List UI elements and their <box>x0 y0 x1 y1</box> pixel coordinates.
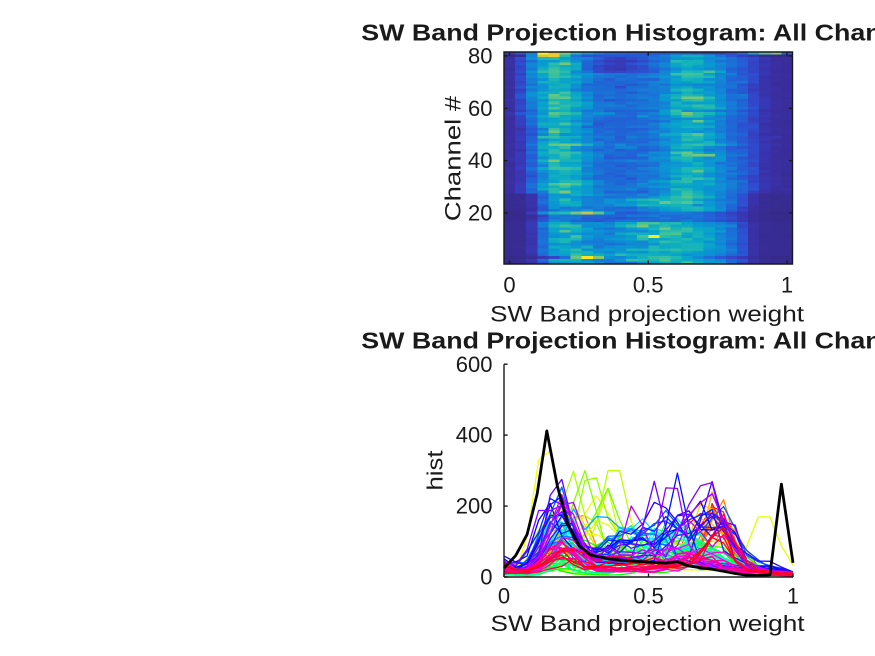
svg-text:SW Band projection weight: SW Band projection weight <box>490 301 804 326</box>
svg-text:1: 1 <box>787 584 799 609</box>
svg-text:1: 1 <box>781 273 793 298</box>
svg-text:0: 0 <box>480 565 492 590</box>
svg-text:SW Band Projection Histogram:: SW Band Projection Histogram: All Channe… <box>361 20 875 46</box>
svg-text:20: 20 <box>468 201 492 226</box>
svg-text:hist: hist <box>423 451 448 491</box>
svg-text:SW Band Projection Histogram:: SW Band Projection Histogram: All Channe… <box>361 328 875 354</box>
svg-text:0.5: 0.5 <box>633 584 664 609</box>
svg-text:0: 0 <box>498 584 510 609</box>
svg-text:400: 400 <box>456 423 493 448</box>
svg-text:600: 600 <box>456 352 493 377</box>
svg-text:40: 40 <box>468 148 492 173</box>
svg-text:SW Band projection weight: SW Band projection weight <box>491 611 805 636</box>
svg-text:80: 80 <box>468 44 492 69</box>
svg-text:0: 0 <box>503 273 515 298</box>
svg-text:200: 200 <box>456 494 493 519</box>
svg-text:0.5: 0.5 <box>633 273 664 298</box>
svg-text:60: 60 <box>468 96 492 121</box>
svg-text:Channel #: Channel # <box>441 95 466 221</box>
